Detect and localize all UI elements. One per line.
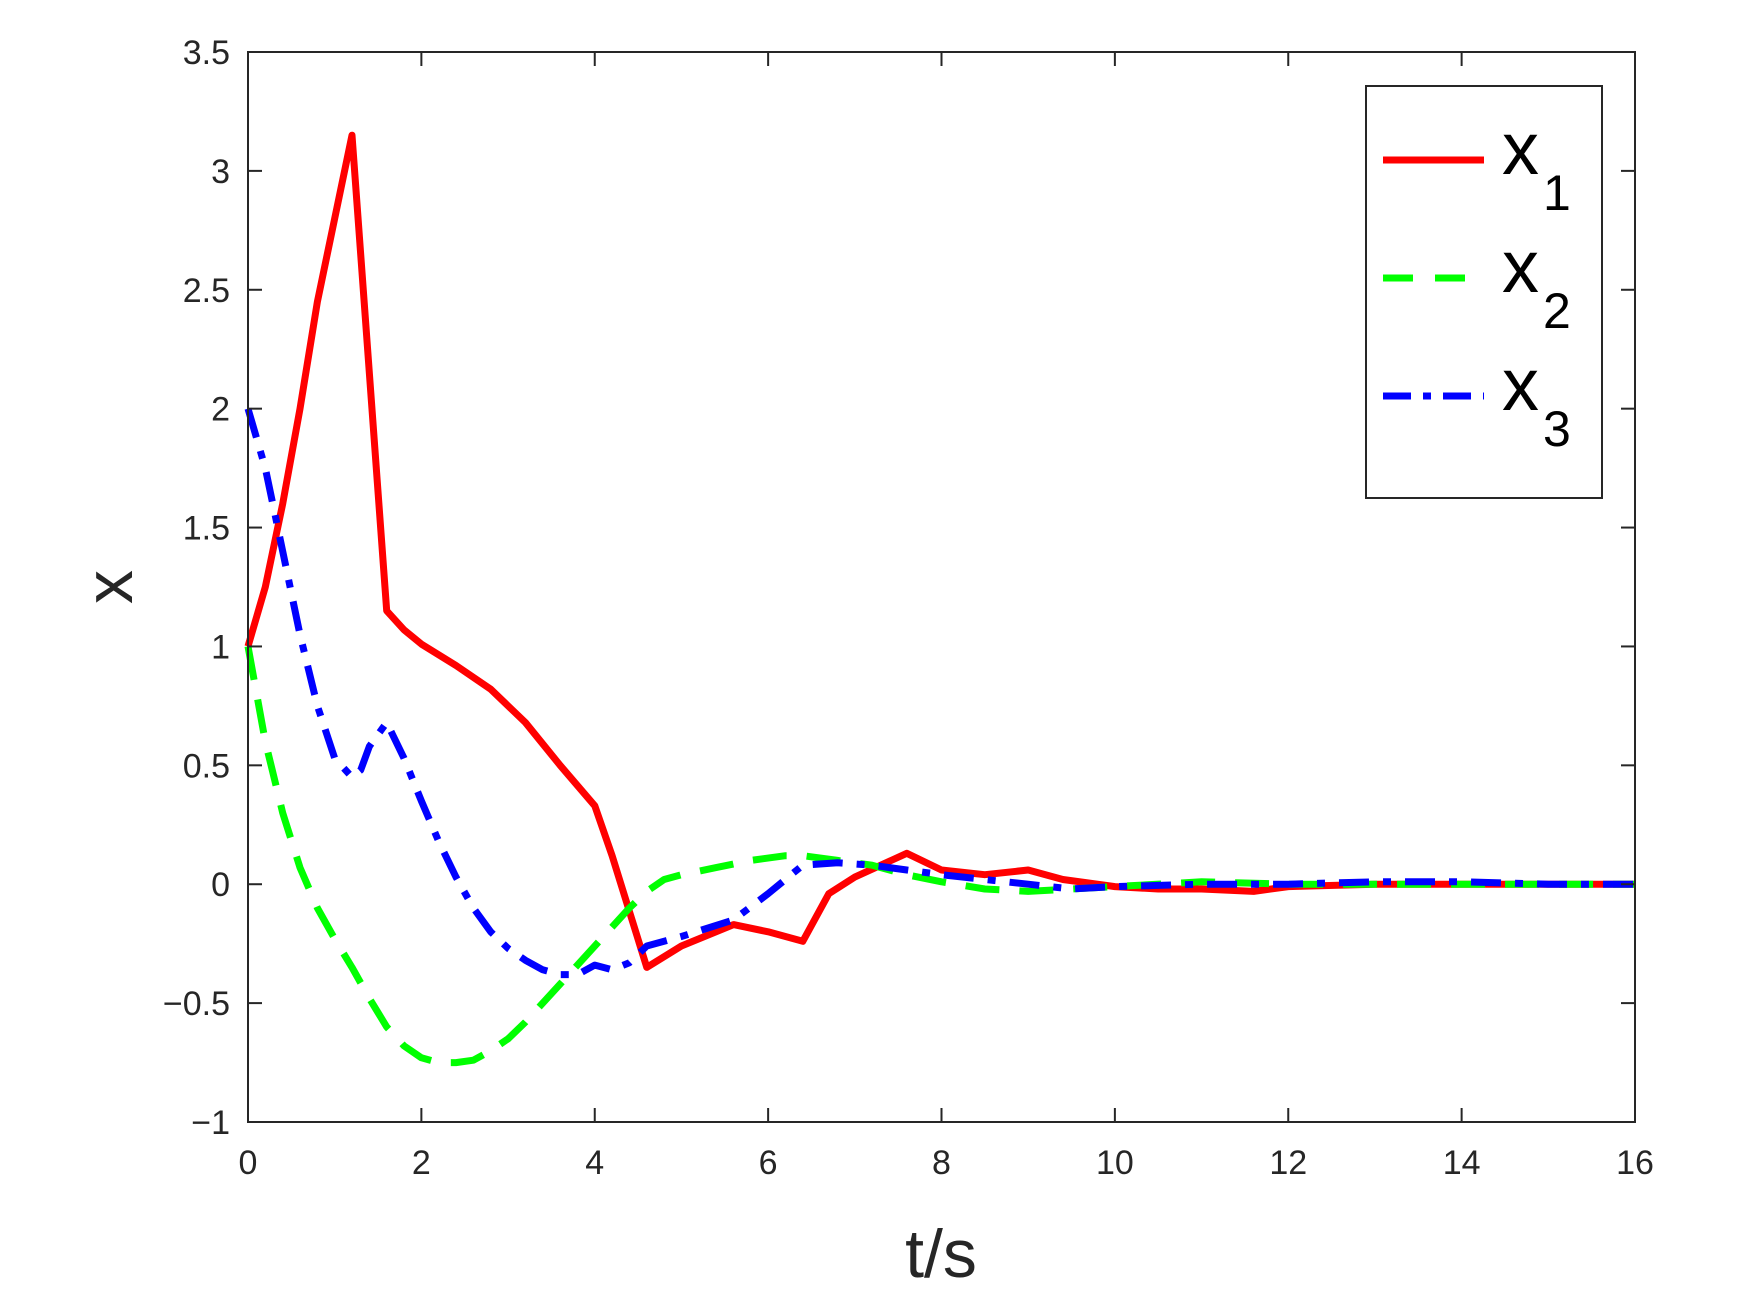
y-tick-label: 3 — [211, 153, 230, 191]
x-tick-label: 4 — [585, 1144, 604, 1182]
legend-label-x2: x2 — [1502, 225, 1571, 339]
x-tick-label: 0 — [239, 1144, 258, 1182]
x-tick-label: 6 — [759, 1144, 778, 1182]
x-tick-label: 2 — [412, 1144, 431, 1182]
y-axis-title: x — [71, 570, 147, 604]
series-line-x2 — [244, 645, 1635, 1067]
y-tick-label: 2 — [211, 391, 230, 429]
legend-label-x3: x3 — [1502, 343, 1571, 457]
legend-label-x1: x1 — [1502, 107, 1571, 221]
y-tick-label: −0.5 — [163, 985, 230, 1023]
x-axis-title: t/s — [905, 1216, 977, 1292]
x-tick-label: 12 — [1269, 1144, 1307, 1182]
x-tick-label: 10 — [1096, 1144, 1134, 1182]
y-tick-label: 1.5 — [183, 510, 230, 548]
plot-frame — [247, 51, 1636, 1123]
y-tick-label: 2.5 — [183, 272, 230, 310]
y-tick-label: 1 — [211, 628, 230, 666]
x-tick-label: 16 — [1616, 1144, 1654, 1182]
y-tick-label: −1 — [191, 1104, 230, 1142]
series-line-x1 — [244, 131, 1635, 971]
series-line-x3 — [244, 407, 1635, 979]
y-tick-label: 0 — [211, 866, 230, 904]
x-tick-label: 14 — [1443, 1144, 1481, 1182]
y-tick-label: 0.5 — [183, 747, 230, 785]
x-tick-label: 8 — [932, 1144, 951, 1182]
legend-box — [1365, 85, 1603, 499]
series-layer — [244, 131, 1635, 1067]
ticks-layer: 0 2 4 6 8 10 12 14 16 −1 −0.5 0 0.5 1 1.5 2 2.5 3 3.5 — [163, 34, 1654, 1182]
y-tick-label: 3.5 — [183, 34, 230, 72]
